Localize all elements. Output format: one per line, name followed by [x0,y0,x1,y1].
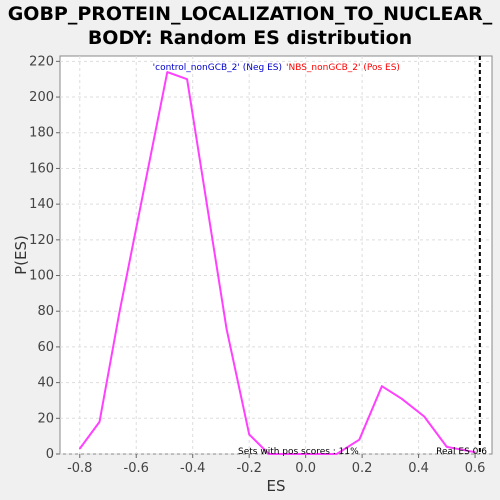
x-tick-label: -0.4 [180,461,205,476]
x-tick-label: -0.6 [124,461,149,476]
data-point [358,438,361,441]
data-point [381,385,383,387]
pos-scores-label: Sets with pos scores : 11% [238,447,359,457]
data-point [474,451,476,454]
neg-es-label: 'control_nonGCB_2' (Neg ES) [153,63,282,73]
x-tick-label: -0.2 [236,461,261,476]
es-distribution-line [78,71,476,455]
y-tick-label: 180 [29,126,54,141]
data-point [423,415,426,418]
y-tick-label: 220 [29,54,54,69]
data-point [225,328,228,330]
data-point [98,421,101,423]
x-axis-label: ES [267,477,286,495]
data-point [248,433,250,436]
y-tick-label: 140 [29,197,54,212]
data-point [446,446,448,448]
data-point [335,453,338,455]
y-tick-label: 20 [37,411,54,426]
x-tick-label: -0.8 [67,461,92,476]
x-tick-label: 0.0 [295,461,316,476]
y-tick-label: 60 [37,340,54,355]
y-axis-ticks: 0 20 40 60 80 100 120 140 160 180 200 220 [29,54,60,462]
series-layer [78,71,476,455]
y-tick-label: 40 [37,376,54,391]
y-axis-label: P(ES) [12,235,30,275]
x-axis-ticks: -0.8 -0.6 -0.4 -0.2 0.0 0.2 0.4 0.6 [67,454,485,476]
x-tick-label: 0.4 [408,461,429,476]
y-tick-label: 120 [29,233,54,248]
x-tick-label: 0.6 [465,461,486,476]
data-point [400,397,403,400]
real-es-label: Real ES 0.6 [436,447,487,457]
grid-lines [60,56,492,455]
data-point [166,71,169,73]
data-point [118,312,121,314]
data-point [268,453,270,455]
data-point [304,453,307,455]
y-tick-label: 80 [37,304,54,319]
plot-area [59,55,493,455]
chart-title: GOBP_PROTEIN_LOCALIZATION_TO_NUCLEAR_ BO… [7,3,493,49]
y-tick-label: 160 [29,161,54,176]
y-tick-label: 200 [29,90,54,105]
data-point [78,447,81,450]
y-tick-label: 100 [29,269,54,284]
data-point [186,78,188,81]
y-tick-label: 0 [46,447,54,462]
pos-es-label: 'NBS_nonGCB_2' (Pos ES) [286,63,400,73]
x-tick-label: 0.2 [352,461,373,476]
